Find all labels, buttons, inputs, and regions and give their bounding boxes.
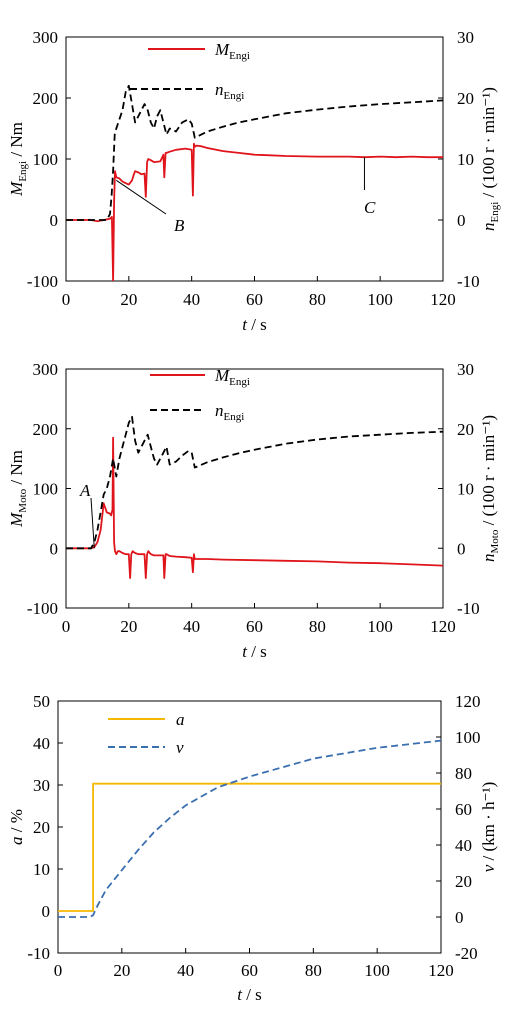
y-left-tick-label: 300 — [33, 28, 59, 47]
x-tick-label: 40 — [183, 290, 200, 309]
chart-accelerator-velocity: 0 20 40 60 80 100 120-1001020304050-2002040608… — [7, 692, 498, 1004]
legend-label: MEngi — [214, 366, 250, 388]
x-tick-label: 40 — [177, 961, 194, 980]
chart-panel-motor-torque: 0 20 40 60 80 100 120 -100 0 100 200 300 -10 0 10 20 30 t… — [0, 340, 510, 670]
y-right-axis-label: nEngi / (100 r · min⁻¹) — [479, 87, 501, 231]
x-tick-label: 120 — [430, 290, 456, 309]
annotation-c: C — [364, 198, 376, 217]
legend-label: nEngi — [215, 80, 244, 102]
x-tick-label: 120 — [430, 617, 456, 636]
series-line-M-engi — [66, 142, 443, 281]
y-right-tick-label: 20 — [455, 872, 472, 891]
y-left-tick-label: 200 — [33, 420, 59, 439]
y-right-tick-label: -10 — [457, 599, 480, 618]
x-tick-label: 0 — [62, 617, 71, 636]
series-line-M-engi — [66, 436, 443, 579]
y-left-tick-label: 100 — [33, 480, 59, 499]
legend-label: a — [176, 710, 185, 729]
y-right-tick-label: -10 — [457, 272, 480, 291]
series-line-n-engi — [66, 415, 443, 550]
chart-motor-torque-speed: 0 20 40 60 80 100 120-1000100200300-100102030t… — [7, 360, 501, 661]
y-right-tick-label: 30 — [457, 360, 474, 379]
plot-frame — [65, 36, 444, 282]
y-left-tick-label: 0 — [50, 539, 59, 558]
x-tick-label: 60 — [241, 961, 258, 980]
annotation-b: B — [174, 216, 185, 235]
annotation-leader-b — [115, 179, 167, 215]
series-line-n-engi — [66, 84, 443, 221]
y-right-tick-label: 120 — [455, 692, 481, 711]
x-tick-label: 40 — [183, 617, 200, 636]
x-tick-label: 120 — [428, 961, 454, 980]
y-left-tick-label: 10 — [33, 860, 50, 879]
legend-label: MEngi — [214, 40, 250, 62]
x-tick-label: 100 — [367, 617, 393, 636]
y-right-tick-label: 0 — [457, 211, 466, 230]
y-right-tick-label: 60 — [455, 800, 472, 819]
x-tick-label: 60 — [246, 290, 263, 309]
y-left-tick-label: 200 — [33, 89, 59, 108]
x-tick-label: 20 — [120, 290, 137, 309]
chart-panel-engine-torque: 0 20 40 60 80 100 120 -100 0 100 200 300 -10 0 10 20 30 t… — [0, 0, 510, 340]
y-left-tick-label: 50 — [33, 692, 50, 711]
y-left-tick-label: 0 — [42, 902, 51, 921]
annotation-leader-a — [90, 497, 95, 549]
y-right-axis-label: v / (km · h⁻¹) — [479, 782, 498, 873]
legend-label: nEngi — [215, 401, 244, 423]
x-tick-label: 80 — [309, 617, 326, 636]
y-left-tick-label: 300 — [33, 360, 59, 379]
y-right-tick-label: 80 — [455, 764, 472, 783]
plot-frame — [65, 368, 444, 609]
annotation-a: A — [79, 481, 91, 500]
y-right-tick-label: 20 — [457, 420, 474, 439]
y-left-tick-label: 0 — [50, 211, 59, 230]
y-right-tick-label: 40 — [455, 836, 472, 855]
y-left-axis-label: a / % — [7, 809, 26, 845]
y-right-tick-label: -20 — [455, 944, 478, 963]
y-left-tick-label: -10 — [27, 944, 50, 963]
y-left-tick-label: 20 — [33, 818, 50, 837]
y-right-tick-label: 20 — [457, 89, 474, 108]
x-axis-label: t / s — [242, 642, 267, 661]
plot-frame — [57, 700, 442, 954]
y-left-tick-label: 30 — [33, 776, 50, 795]
x-tick-label: 80 — [305, 961, 322, 980]
x-tick-label: 60 — [246, 617, 263, 636]
series-line-v — [58, 739, 441, 918]
y-left-tick-label: 40 — [33, 734, 50, 753]
x-tick-label: 20 — [113, 961, 130, 980]
x-tick-label: 100 — [367, 290, 393, 309]
x-tick-label: 100 — [364, 961, 390, 980]
y-right-tick-label: 10 — [457, 150, 474, 169]
y-right-axis-label: nMoto / (100 r · min⁻¹) — [479, 415, 501, 562]
y-right-tick-label: 10 — [457, 480, 474, 499]
y-left-axis-label: MMoto / Nm — [7, 450, 29, 528]
x-tick-label: 0 — [54, 961, 63, 980]
y-left-tick-label: -100 — [27, 599, 58, 618]
y-left-tick-label: -100 — [27, 272, 58, 291]
y-right-tick-label: 0 — [457, 539, 466, 558]
y-left-axis-label: MEngi / Nm — [7, 122, 29, 197]
x-tick-label: 20 — [120, 617, 137, 636]
chart-panel-accelerator-velocity: 0 20 40 60 80 100 120 -10 0 10 20 30 40 50 -20 0 20 40 60 8… — [0, 670, 510, 1011]
x-tick-label: 80 — [309, 290, 326, 309]
legend-label: v — [176, 738, 184, 757]
x-axis-label: t / s — [242, 315, 267, 334]
x-axis-label: t / s — [237, 985, 262, 1004]
chart-engine-torque-speed: 0 20 40 60 80 100 120-1000100200300-100102030t… — [7, 28, 501, 334]
y-right-tick-label: 100 — [455, 728, 481, 747]
series-line-a — [58, 782, 441, 912]
x-tick-label: 0 — [62, 290, 71, 309]
y-right-tick-label: 0 — [455, 908, 464, 927]
y-right-tick-label: 30 — [457, 28, 474, 47]
y-left-tick-label: 100 — [33, 150, 59, 169]
